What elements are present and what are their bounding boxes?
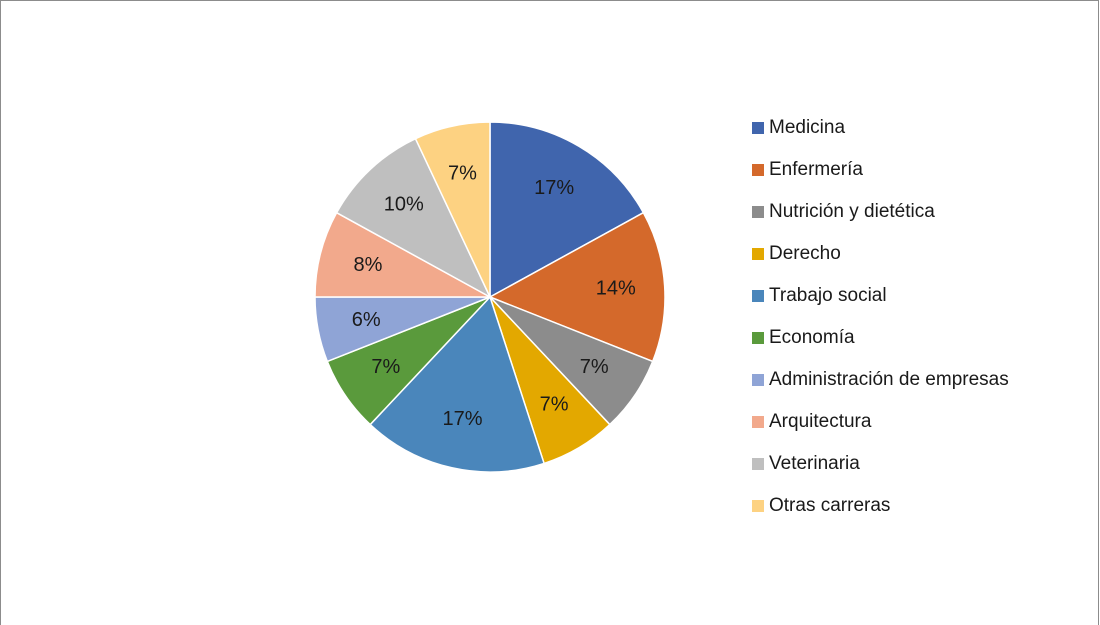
legend-label: Economía xyxy=(769,327,855,348)
legend-swatch xyxy=(752,164,764,176)
legend-swatch xyxy=(752,374,764,386)
legend-swatch xyxy=(752,500,764,512)
legend-label: Veterinaria xyxy=(769,453,860,474)
data-label: 17% xyxy=(442,408,482,430)
data-label: 7% xyxy=(540,394,569,416)
legend-swatch xyxy=(752,458,764,470)
legend-label: Otras carreras xyxy=(769,495,890,516)
legend-label: Administración de empresas xyxy=(769,369,1009,390)
data-label: 10% xyxy=(384,193,424,215)
data-label: 8% xyxy=(354,254,383,276)
legend-swatch xyxy=(752,290,764,302)
legend-swatch xyxy=(752,122,764,134)
legend-label: Enfermería xyxy=(769,159,863,180)
legend-swatch xyxy=(752,206,764,218)
data-label: 7% xyxy=(371,356,400,378)
legend-swatch xyxy=(752,248,764,260)
pie-slice xyxy=(369,295,546,473)
legend-label: Arquitectura xyxy=(769,411,872,432)
pie-slice xyxy=(335,137,492,299)
pie-slice xyxy=(489,121,645,299)
legend-swatch xyxy=(752,416,764,428)
data-label: 17% xyxy=(534,177,574,199)
data-label: 7% xyxy=(580,356,609,378)
data-label: 14% xyxy=(596,277,636,299)
pie-slice xyxy=(488,211,666,363)
legend-label: Medicina xyxy=(769,117,845,138)
legend-swatch xyxy=(752,332,764,344)
legend-label: Trabajo social xyxy=(769,285,887,306)
legend-label: Derecho xyxy=(769,243,841,264)
legend-label: Nutrición y dietética xyxy=(769,201,935,222)
data-label: 7% xyxy=(448,162,477,184)
data-label: 6% xyxy=(352,309,381,331)
pie-slice xyxy=(414,121,491,298)
